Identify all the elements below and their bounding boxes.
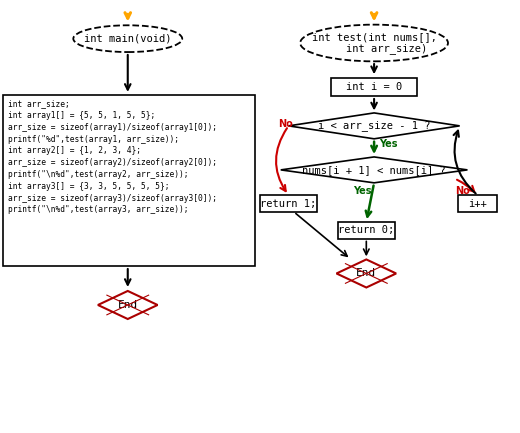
Text: No: No — [279, 119, 293, 129]
Text: int test(int nums[],
    int arr_size): int test(int nums[], int arr_size) — [311, 32, 437, 54]
Text: int main(void): int main(void) — [84, 34, 172, 44]
Text: nums[i + 1] < nums[i] ?: nums[i + 1] < nums[i] ? — [302, 165, 446, 175]
Text: i < arr_size - 1 ?: i < arr_size - 1 ? — [318, 120, 431, 131]
Text: End: End — [118, 300, 138, 310]
Text: return 0;: return 0; — [338, 225, 395, 235]
Text: End: End — [356, 268, 376, 278]
Text: Yes: Yes — [354, 186, 372, 196]
Text: Yes: Yes — [380, 139, 398, 149]
Text: i++: i++ — [469, 199, 487, 209]
Text: return 1;: return 1; — [261, 199, 317, 209]
Text: int i = 0: int i = 0 — [346, 82, 402, 92]
Text: int arr_size;
int array1[] = {5, 5, 1, 5, 5};
arr_size = sizeof(array1)/sizeof(a: int arr_size; int array1[] = {5, 5, 1, 5… — [8, 99, 217, 214]
Text: No: No — [455, 186, 470, 196]
